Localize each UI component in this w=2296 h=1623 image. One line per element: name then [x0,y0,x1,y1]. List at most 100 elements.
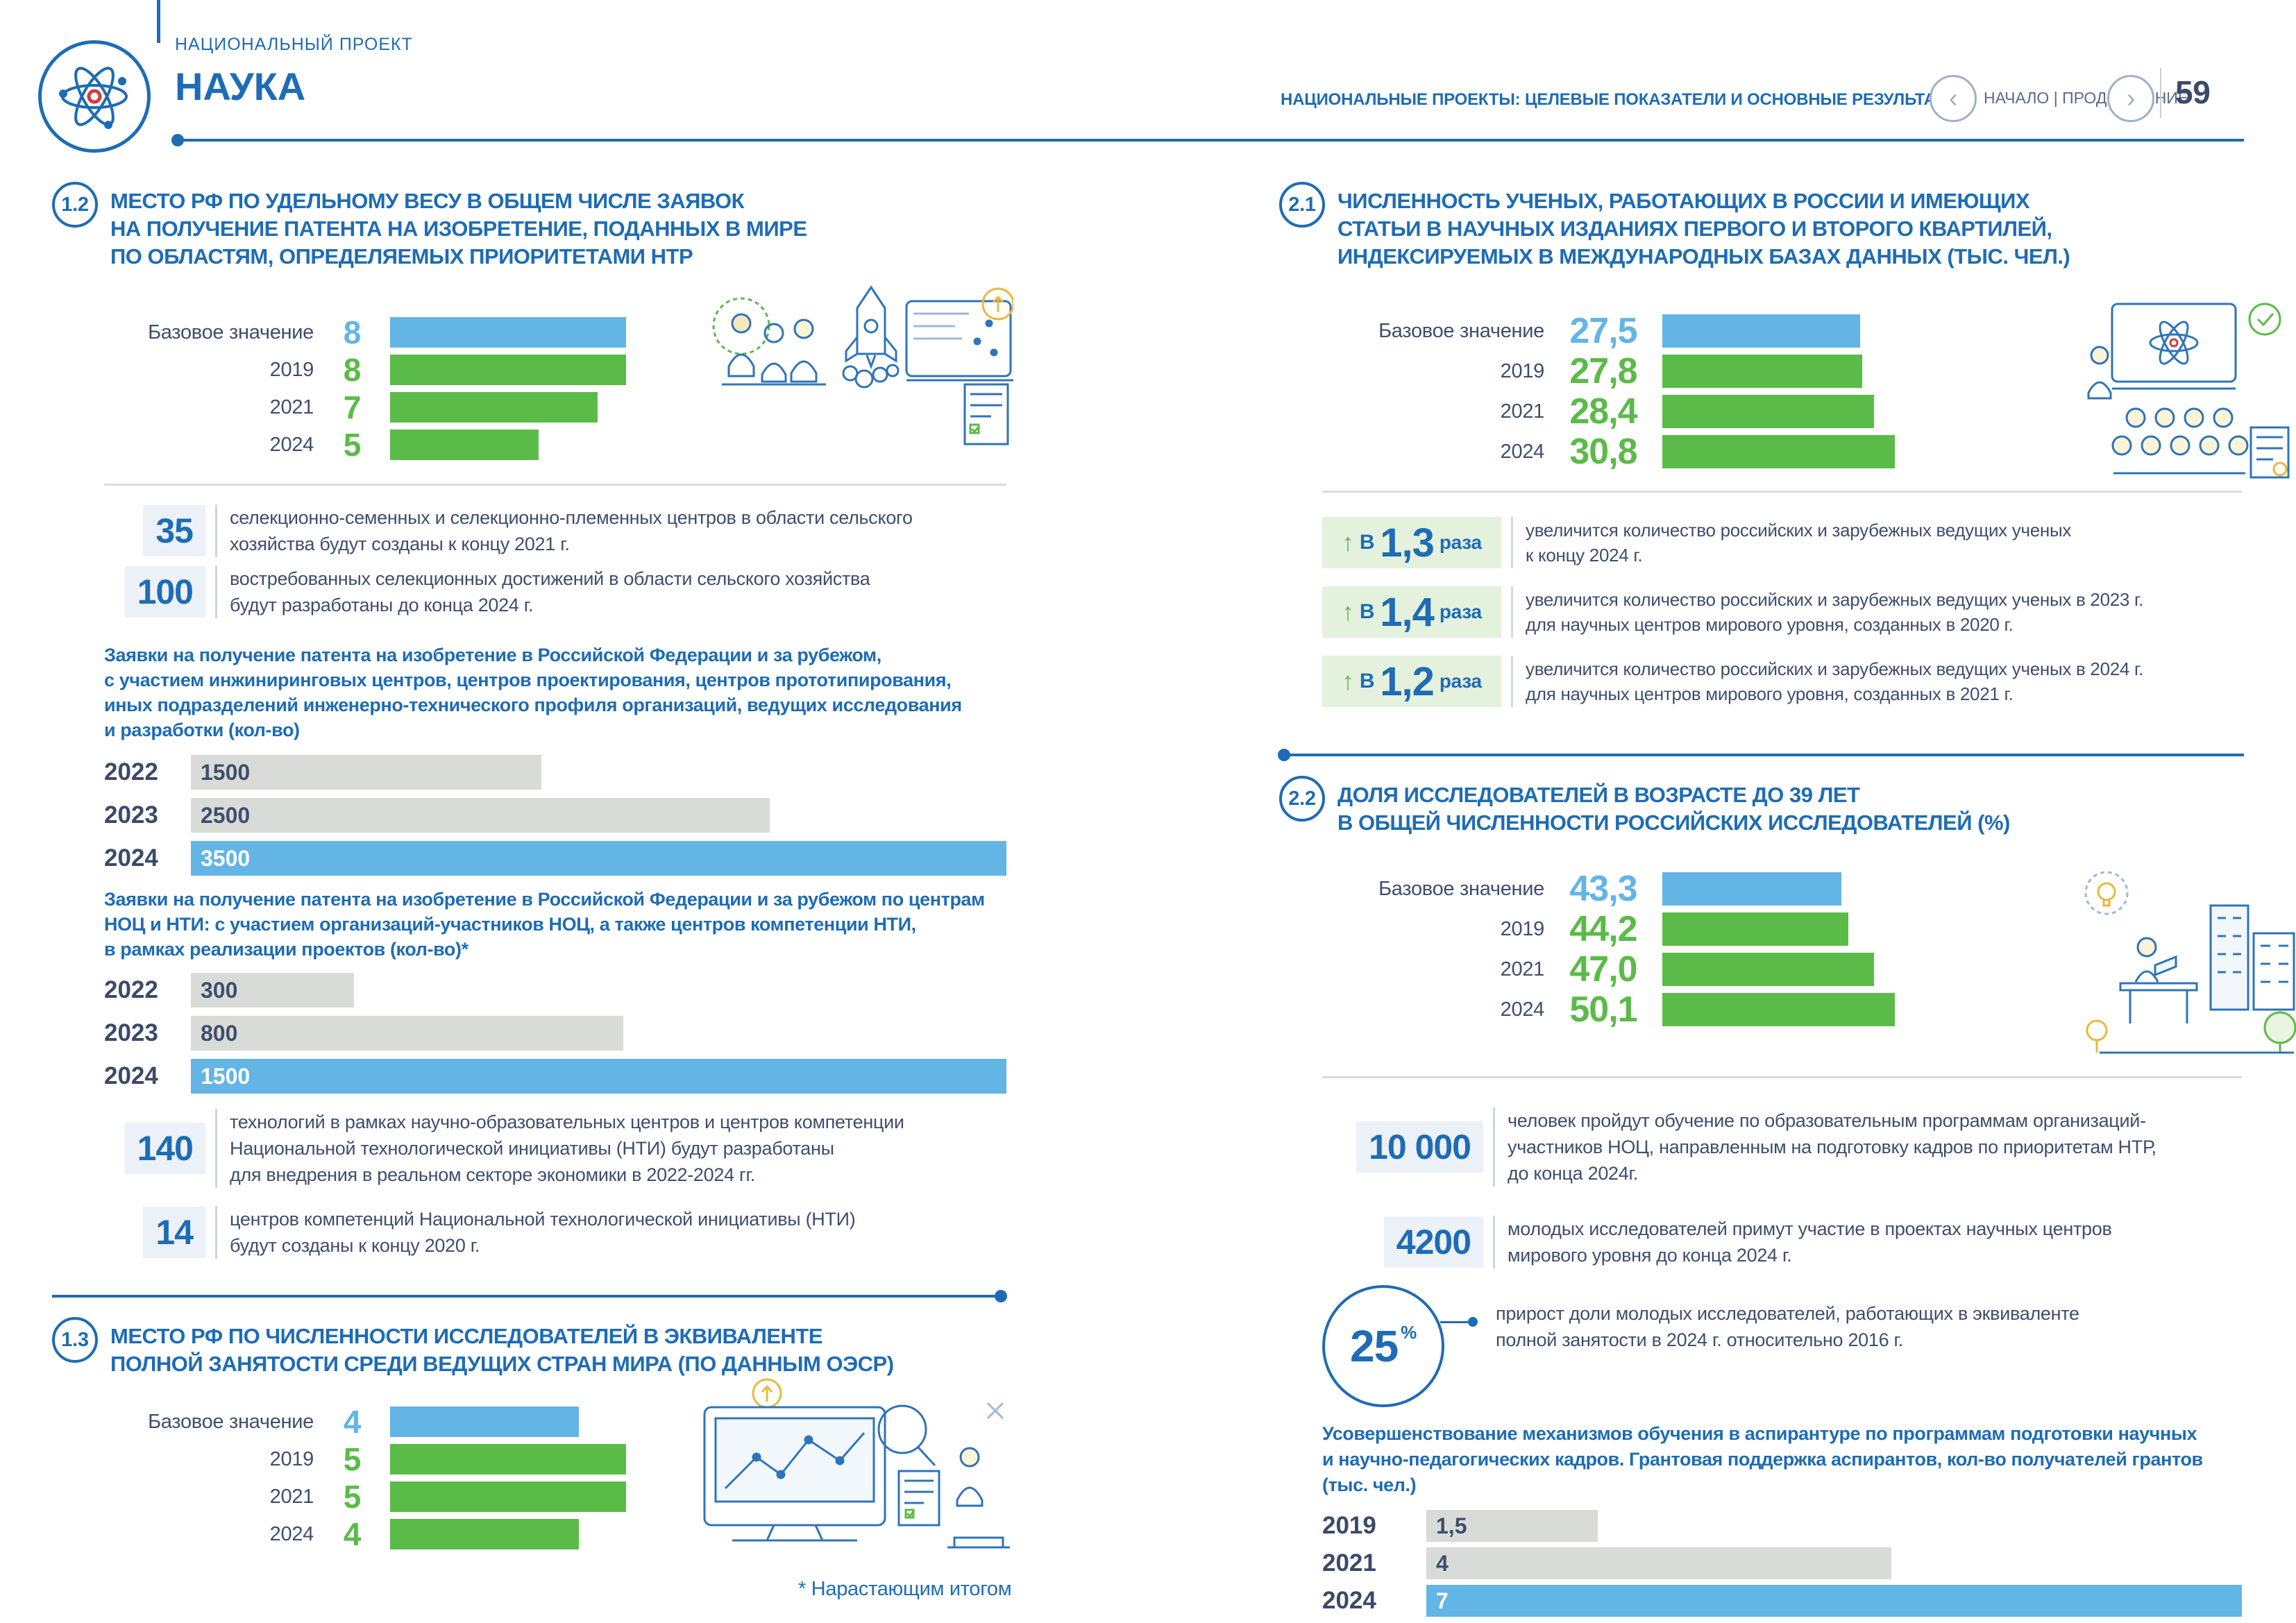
ratio-value: 1,4 [1380,589,1435,635]
chart-row: 2023 2500 [104,794,1006,837]
chart-rf-place-researchers: Базовое значение 4 2019 5 2021 5 2024 4 [36,1403,626,1553]
up-arrow-icon: ↑ [1342,597,1354,626]
chart-row-value: 27,8 [1569,351,1637,391]
chart-row-label: 2019 [1322,1512,1376,1539]
stat-text-line: центров компетенций Национальной техноло… [230,1209,856,1230]
chart-bar-track [1662,314,1895,348]
chart-row-label: 2019 [1500,359,1545,382]
section-title: ЧИСЛЕННОСТЬ УЧЕНЫХ, РАБОТАЮЩИХ В РОССИИ … [1337,182,2070,271]
header-breadcrumb: НАЦИОНАЛЬНЫЕ ПРОЕКТЫ: ЦЕЛЕВЫЕ ПОКАЗАТЕЛИ… [1281,90,1961,109]
chart-bar [390,1444,626,1475]
chart-patent-applications-engineering: 2022 1500 2023 2500 2024 3500 [104,751,1006,880]
atom-icon [38,40,151,153]
nav-label: НАЧАЛО | ПРОДОЛЖЕНИЕ [1984,89,2189,107]
chart-row-value: 8 [343,352,362,388]
chart-bar: 7 [1426,1585,2242,1617]
stat-text-line: для внедрения в реальном секторе экономи… [230,1164,756,1185]
young-researchers-illustration [2084,871,2296,1054]
chart-row: 2021 28,4 [1281,391,1895,432]
chart-bar-value: 300 [201,977,238,1003]
paragraph-line: Заявки на получение патента на изобретен… [104,889,985,910]
stat-text-line: участников НОЦ, направленным на подготов… [1508,1137,2156,1157]
paragraph-line: и разработки (кол-во) [104,720,300,740]
chart-rf-place-patents: Базовое значение 8 2019 8 2021 7 2024 5 [36,314,626,464]
chart-context-paragraph: Заявки на получение патента на изобретен… [104,643,962,742]
section-2-2-header: 2.2 ДОЛЯ ИССЛЕДОВАТЕЛЕЙ В ВОЗРАСТЕ ДО 39… [1279,776,2010,837]
stat-number: 35 [143,505,205,556]
stat-number: 14 [143,1207,205,1258]
chart-bar: 1,5 [1426,1510,1598,1542]
chart-bar-value: 1,5 [1436,1513,1467,1538]
connector-line [1440,1321,1471,1323]
chart-bar: 2500 [191,798,770,833]
rocket-launch-illustration [712,285,1013,445]
research-monitor-illustration [703,1378,1010,1549]
stat-text-line: прирост доли молодых исследователей, раб… [1496,1303,2079,1324]
stat-number: 140 [124,1123,205,1174]
rule-dot [171,134,184,146]
ratio-prefix: В [1359,531,1375,554]
stat-separator [215,566,217,618]
chart-row-label: 2021 [1500,400,1545,423]
chart-context-paragraph: Заявки на получение патента на изобретен… [104,887,985,962]
chart-bar-track: 1,5 [1426,1510,2242,1542]
chart-row-label: 2024 [269,1522,314,1545]
chart-row-label: 2022 [104,758,158,785]
chart-row-value: 5 [343,1479,362,1515]
nav-divider [2160,68,2161,118]
chart-row: Базовое значение 8 [36,314,626,351]
ratio-increase-1-2: ↑ В 1,2 раза увеличится количество росси… [1322,656,2242,707]
chart-bar [1662,435,1895,468]
ratio-separator [1511,586,1513,638]
percent-circle: 25 % [1322,1285,1444,1407]
chart-bar-track [390,1481,626,1512]
percent-value: 25 [1349,1321,1399,1371]
chart-bar-track [1662,872,1895,906]
stat-text-line: технологий в рамках научно-образовательн… [230,1112,904,1132]
chart-bar [1662,872,1841,906]
stat-text: прирост доли молодых исследователей, раб… [1496,1300,2079,1353]
chart-row: 2019 5 [36,1441,626,1478]
chart-row-value: 28,4 [1569,391,1637,432]
paragraph-line: с участием инжиниринговых центров, центр… [104,670,952,690]
ratio-text-line: для научных центров мирового уровня, соз… [1526,614,2014,635]
chart-bar: 3500 [191,841,1006,876]
prev-button[interactable]: ‹ [1930,75,1977,122]
next-button[interactable]: › [2107,75,2154,122]
section-number: 1.3 [52,1317,98,1363]
chart-row-value: 5 [343,1441,362,1477]
chart-bar [390,392,598,423]
chart-row-label: Базовое значение [1378,319,1544,342]
section-title: МЕСТО РФ ПО УДЕЛЬНОМУ ВЕСУ В ОБЩЕМ ЧИСЛЕ… [110,182,807,271]
paragraph-line: Усовершенствование механизмов обучения в… [1322,1423,2197,1444]
chevron-right-icon: › [2126,84,2136,113]
section-title-line: СТАТЬИ В НАУЧНЫХ ИЗДАНИЯХ ПЕРВОГО И ВТОР… [1337,216,2052,241]
chart-scientists-count: Базовое значение 27,5 2019 27,8 2021 28,4 2024… [1281,311,1895,472]
section-1-3-header: 1.3 МЕСТО РФ ПО ЧИСЛЕННОСТИ ИССЛЕДОВАТЕЛ… [52,1317,894,1378]
atom-icon-svg [59,67,128,129]
section-title-line: НА ПОЛУЧЕНИЕ ПАТЕНТА НА ИЗОБРЕТЕНИЕ, ПОД… [110,216,807,241]
chart-bar [390,1519,579,1549]
ratio-separator [1511,517,1513,568]
chart-row-label: 2023 [104,1019,158,1046]
ratio-text: увеличится количество российских и заруб… [1513,656,2143,706]
section-title-line: МЕСТО РФ ПО УДЕЛЬНОМУ ВЕСУ В ОБЩЕМ ЧИСЛЕ… [110,189,745,213]
chart-bar-value: 800 [201,1020,238,1046]
ratio-text-line: для научных центров мирового уровня, соз… [1526,683,2014,704]
section-number: 2.2 [1279,776,1325,822]
chart-bar [1662,355,1863,388]
chart-bar-track [1662,355,1895,388]
percent-unit: % [1401,1321,1417,1343]
chart-bar [390,430,539,460]
section-title-line: В ОБЩЕЙ ЧИСЛЕННОСТИ РОССИЙСКИХ ИССЛЕДОВА… [1337,810,2010,835]
chart-bar-track [1662,435,1895,468]
chart-bar [1662,912,1848,946]
chart-bar-value: 2500 [201,802,251,828]
up-arrow-icon: ↑ [1342,528,1354,556]
stat-text-line: Национальной технологической инициативы … [230,1138,834,1159]
ratio-value: 1,3 [1380,520,1435,566]
chart-row-value: 30,8 [1569,432,1637,472]
chart-row: 2019 8 [36,351,626,389]
section-divider [104,484,1006,486]
chart-bar [1662,993,1895,1026]
